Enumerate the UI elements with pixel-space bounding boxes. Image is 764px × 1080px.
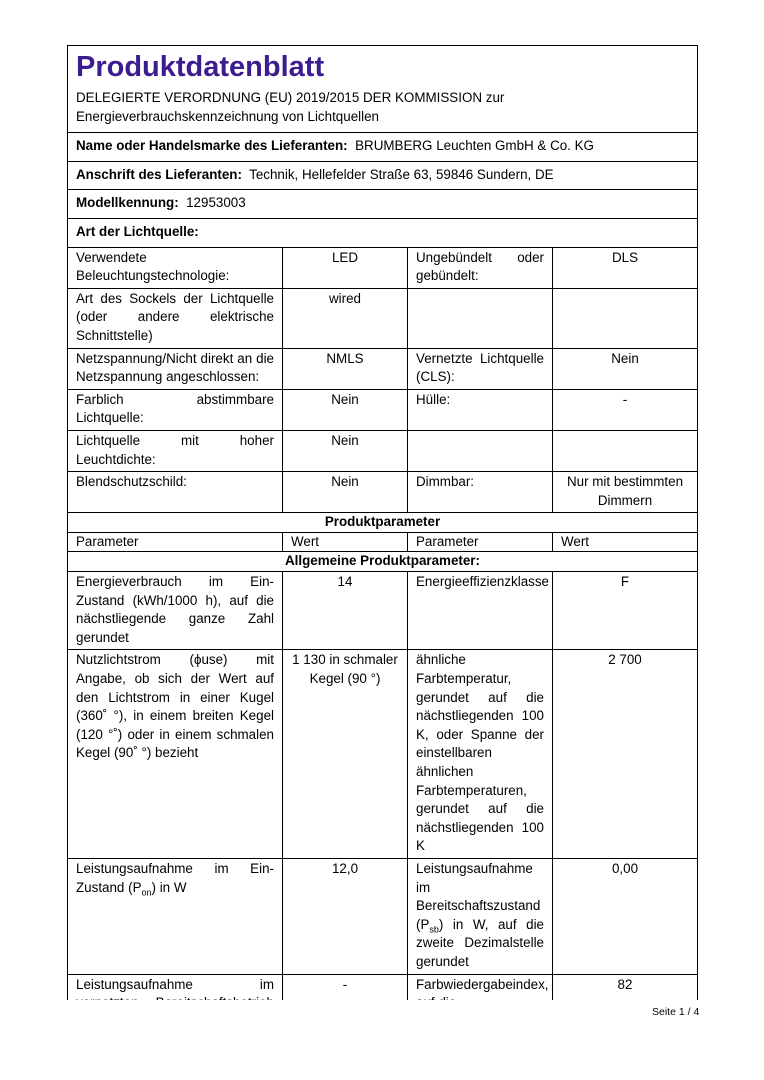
table-row: Leistungsaufnahme im Ein-Zustand (Pon) i… [67, 857, 698, 975]
page-number: Seite 1 / 4 [652, 1006, 700, 1018]
table-cell: wired [282, 287, 408, 349]
column-header: Parameter [67, 531, 283, 553]
supplier-cell: Modellkennung: 12953003 [67, 189, 698, 219]
table-row: Anschrift des Lieferanten: Technik, Hell… [67, 160, 698, 191]
supplier-cell: Name oder Handelsmarke des Lieferanten: … [67, 132, 698, 162]
table-row: Energieverbrauch im Ein-Zustand (kWh/100… [67, 571, 698, 651]
table-cell: 82 [551, 973, 698, 1000]
table-cell: NMLS [282, 347, 408, 390]
subtitle: DELEGIERTE VERORDNUNG (EU) 2019/2015 DER… [76, 90, 505, 124]
table-cell: - [282, 973, 408, 1000]
table-row: Produktparameter [67, 512, 698, 533]
supplier-value: 12953003 [186, 195, 246, 211]
table-row: Netzspannung/Nicht direkt an die Netzspa… [67, 347, 698, 390]
table-cell: Nein [282, 388, 408, 431]
table-cell: Dimmbar: [407, 471, 553, 514]
table-cell: Leistungsaufnahme im Bereitschaftszustan… [407, 857, 553, 975]
table-cell [551, 287, 698, 349]
cell-text-part: Leistungsaufnahme im Ein-Zustand (P [76, 860, 274, 895]
section-heading: Produktparameter [67, 512, 698, 533]
table-cell: DLS [551, 246, 698, 289]
cell-text-part: ) in W, auf die zweite Dezimalstelle ger… [416, 916, 544, 969]
table-cell: LED [282, 246, 408, 289]
table-row: Lichtquelle mit hoher Leuchtdichte: Nein [67, 429, 698, 473]
column-header: Wert [282, 531, 408, 553]
table-row: Allgemeine Produktparameter: [67, 551, 698, 573]
section-heading: Art der Lichtquelle: [67, 217, 698, 248]
cell-text-part: on [141, 887, 152, 898]
supplier-value: BRUMBERG Leuchten GmbH & Co. KG [355, 138, 594, 154]
table-cell: Ungebündelt oder gebündelt: [407, 246, 553, 289]
table-cell: Farblich abstimmbare Lichtquelle: [67, 388, 283, 431]
table-cell: 12,0 [282, 857, 408, 975]
table-cell: Energieverbrauch im Ein-Zustand (kWh/100… [67, 571, 283, 651]
table-cell: Nein [282, 471, 408, 514]
table-cell: 0,00 [551, 857, 698, 975]
supplier-label: Modellkennung: [76, 195, 179, 211]
table-cell [551, 429, 698, 473]
table-cell: Nutzlichtstrom (ϕuse) mit Angabe, ob sic… [67, 649, 283, 859]
table-cell: Nein [282, 429, 408, 473]
table-cell: Blendschutzschild: [67, 471, 283, 514]
column-header: Wert [551, 531, 698, 553]
table-cell: F [551, 571, 698, 651]
table-row: Blendschutzschild: Nein Dimmbar: Nur mit be… [67, 471, 698, 514]
supplier-label: Anschrift des Lieferanten: [76, 166, 242, 182]
supplier-cell: Anschrift des Lieferanten: Technik, Hell… [67, 160, 698, 191]
table-row: Name oder Handelsmarke des Lieferanten: … [67, 132, 698, 162]
header-row: Produktdatenblatt DELEGIERTE VERORDNUNG … [67, 45, 698, 134]
table-cell: 2 700 [551, 649, 698, 859]
cell-text-part: Leistungsaufnahme im vernetzten Bereitsc… [76, 976, 274, 1000]
table-cell: Energieeffizienzklasse [407, 571, 553, 651]
table-row: Nutzlichtstrom (ϕuse) mit Angabe, ob sic… [67, 649, 698, 859]
table-cell: Art des Sockels der Lichtquelle (oder an… [67, 287, 283, 349]
table-cell [407, 287, 553, 349]
table-cell: Leistungsaufnahme im Ein-Zustand (Pon) i… [67, 857, 283, 975]
table-cell: ähnliche Farbtemperatur, gerundet auf di… [407, 649, 553, 859]
datasheet: Produktdatenblatt DELEGIERTE VERORDNUNG … [67, 45, 698, 1000]
table-cell: Leistungsaufnahme im vernetzten Bereitsc… [67, 973, 283, 1000]
table-cell: Nein [551, 347, 698, 390]
table-cell: Farbwiedergabeindex, auf die [407, 973, 553, 1000]
table-row: Parameter Wert Parameter Wert [67, 531, 698, 553]
table-body: Produktdatenblatt DELEGIERTE VERORDNUNG … [67, 45, 698, 1000]
table-row: Art des Sockels der Lichtquelle (oder an… [67, 287, 698, 349]
table-row: Art der Lichtquelle: [67, 217, 698, 248]
table-cell: - [551, 388, 698, 431]
table-cell: Nur mit bestimmten Dimmern [551, 471, 698, 514]
table-cell: Vernetzte Lichtquelle (CLS): [407, 347, 553, 390]
table-cell: Hülle: [407, 388, 553, 431]
table-cell: Netzspannung/Nicht direkt an die Netzspa… [67, 347, 283, 390]
header-cell: Produktdatenblatt DELEGIERTE VERORDNUNG … [67, 45, 698, 134]
supplier-label: Name oder Handelsmarke des Lieferanten: [76, 138, 348, 154]
table-row: Farblich abstimmbare Lichtquelle: Nein Hül… [67, 388, 698, 431]
table-row: Leistungsaufnahme im vernetzten Bereitsc… [67, 973, 698, 1000]
cell-text-part: sb [429, 924, 439, 935]
column-header: Parameter [407, 531, 553, 553]
table-cell: Lichtquelle mit hoher Leuchtdichte: [67, 429, 283, 473]
table-cell: 1 130 in schmaler Kegel (90 °) [282, 649, 408, 859]
cell-text-part: ) in W [151, 879, 187, 895]
title: Produktdatenblatt [76, 51, 325, 83]
cell-text-part: Leistungsaufnahme im Bereitschaftszustan… [416, 860, 541, 932]
datasheet-table: Produktdatenblatt DELEGIERTE VERORDNUNG … [67, 45, 698, 1000]
table-row: Modellkennung: 12953003 [67, 189, 698, 219]
section-heading: Allgemeine Produktparameter: [67, 551, 698, 573]
table-cell [407, 429, 553, 473]
table-cell: 14 [282, 571, 408, 651]
table-cell: Verwendete Beleuchtungstechnologie: [67, 246, 283, 289]
table-row: Verwendete Beleuchtungstechnologie: LED Un… [67, 246, 698, 289]
supplier-value: Technik, Hellefelder Straße 63, 59846 Su… [249, 166, 554, 182]
